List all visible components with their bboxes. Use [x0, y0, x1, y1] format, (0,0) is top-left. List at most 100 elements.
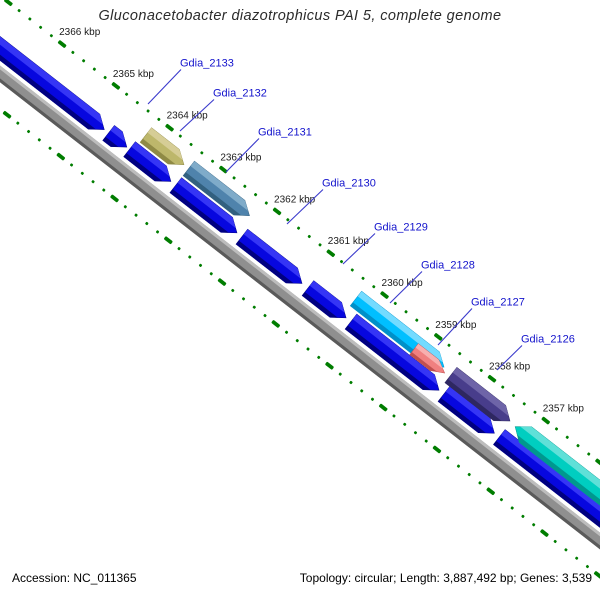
gene-arrow-body[interactable]	[0, 3, 110, 137]
gene-arrow-body[interactable]	[493, 429, 600, 573]
gene-Gdia_2129[interactable]	[301, 279, 354, 326]
ruler-major-tick	[486, 487, 495, 496]
gene-blue-8[interactable]	[492, 428, 600, 573]
ruler-minor-dot	[554, 427, 559, 431]
ruler-minor-dot	[145, 221, 149, 226]
gene-arrow-highlight	[129, 141, 177, 181]
gene-arrow-shadow	[0, 14, 103, 138]
ruler-lower	[2, 110, 600, 579]
ruler-minor-dot	[521, 514, 525, 518]
gene-label-leader-line	[286, 189, 324, 225]
ruler-major-tick	[56, 152, 66, 161]
ruler-kbp-label: 2358 kbp	[489, 362, 531, 373]
gene-label-Gdia_2131[interactable]: Gdia_2131	[258, 127, 312, 139]
ruler-minor-dot	[188, 255, 192, 259]
gene-blue-7[interactable]	[436, 385, 501, 442]
gene-arrow-highlight	[356, 291, 450, 367]
ruler-minor-dot	[254, 193, 258, 197]
gene-label-leader-line	[389, 271, 423, 304]
gene-label-Gdia_2132[interactable]: Gdia_2132	[213, 88, 267, 100]
gene-label-Gdia_2128[interactable]: Gdia_2128	[421, 260, 475, 272]
gene-arrow-highlight	[189, 161, 256, 215]
gene-arrow-highlight	[515, 418, 600, 556]
ruler-minor-dot	[456, 464, 461, 468]
ruler-minor-dot	[478, 481, 482, 485]
ruler-major-tick	[57, 40, 67, 48]
ruler-major-tick	[326, 249, 336, 257]
gene-label-leader-line	[496, 345, 523, 371]
ruler-minor-dot	[522, 402, 526, 406]
ruler-minor-dot	[501, 385, 505, 389]
gene-arrow-shadow	[345, 324, 438, 398]
ruler-major-tick	[217, 278, 227, 286]
ruler-major-tick	[271, 320, 280, 328]
ruler-minor-dot	[511, 393, 516, 398]
gene-Gdia_2131[interactable]	[182, 160, 257, 224]
ruler-minor-dot	[532, 523, 536, 527]
ruler-kbp-label: 2365 kbp	[113, 69, 155, 80]
ruler-minor-dot	[533, 410, 537, 414]
gene-arrow-highlight	[444, 386, 501, 433]
ruler-minor-dot	[467, 472, 471, 477]
gene-arrow-shadow	[493, 439, 600, 573]
gene-blue-3[interactable]	[168, 177, 244, 242]
ruler-minor-dot	[243, 184, 247, 188]
gene-arrow-shadow	[444, 377, 509, 429]
ruler-minor-dot	[585, 564, 589, 569]
ruler-minor-dot	[209, 272, 213, 276]
genome-backbone	[0, 10, 600, 600]
gene-arrow-highlight	[242, 229, 308, 283]
ruler-minor-dot	[564, 548, 568, 552]
gene-label-Gdia_2130[interactable]: Gdia_2130	[322, 178, 376, 190]
ruler-minor-dot	[231, 288, 235, 293]
ruler-minor-dot	[48, 146, 52, 150]
ruler-minor-dot	[146, 109, 150, 113]
ruler-minor-dot	[424, 439, 428, 443]
gene-label-Gdia_2129[interactable]: Gdia_2129	[374, 222, 428, 234]
ruler-minor-dot	[177, 247, 181, 251]
gene-arrow-highlight	[499, 429, 600, 564]
gene-Gdia_2126[interactable]	[443, 366, 517, 430]
ruler-major-tick	[272, 207, 282, 216]
gene-label-Gdia_2127[interactable]: Gdia_2127	[471, 297, 525, 309]
ruler-minor-dot	[82, 59, 86, 63]
ruler-minor-dot	[125, 92, 129, 96]
ruler-minor-dot	[447, 343, 451, 347]
gene-label-Gdia_2126[interactable]: Gdia_2126	[521, 334, 575, 346]
genome-info-text: Topology: circular; Length: 3,887,492 bp…	[299, 571, 592, 585]
ruler-major-tick	[165, 123, 174, 132]
ruler-minor-dot	[134, 213, 138, 217]
ruler-minor-dot	[370, 397, 375, 401]
gene-label-Gdia_2133[interactable]: Gdia_2133	[180, 58, 234, 70]
ruler-minor-dot	[306, 347, 310, 351]
gene-turquoise-14[interactable]	[507, 418, 600, 566]
ruler-major-tick	[380, 291, 389, 299]
ruler-minor-dot	[16, 121, 20, 125]
gene-blue-6[interactable]	[344, 313, 447, 399]
gene-arrow-shadow	[183, 171, 249, 224]
annotation-labels-layer: 2366 kbp 2365 kbp 2364 kbp 2363 kbp 2362 kbp…	[59, 27, 584, 414]
ruler-minor-dot	[393, 301, 397, 305]
ruler-minor-dot	[510, 506, 514, 510]
ruler-kbp-label: 2364 kbp	[167, 111, 209, 122]
gene-blue-0[interactable]	[0, 3, 112, 138]
accession-text: Accession: NC_011365	[12, 571, 137, 585]
ruler-minor-dot	[403, 422, 407, 426]
gene-arrow-highlight	[451, 367, 516, 420]
ruler-minor-dot	[479, 368, 483, 372]
ruler-major-tick	[487, 374, 497, 383]
gene-Gdia_2132[interactable]	[139, 126, 192, 173]
ruler-minor-dot	[28, 17, 32, 21]
ruler-minor-dot	[264, 201, 268, 205]
ruler-minor-dot	[284, 330, 289, 334]
gene-Gdia_2130[interactable]	[234, 228, 309, 292]
ruler-minor-dot	[91, 180, 95, 184]
gene-label-leader-line	[147, 69, 182, 105]
ruler-minor-dot	[425, 326, 430, 331]
gene-blue-2[interactable]	[122, 141, 178, 191]
ruler-minor-dot	[123, 205, 127, 209]
